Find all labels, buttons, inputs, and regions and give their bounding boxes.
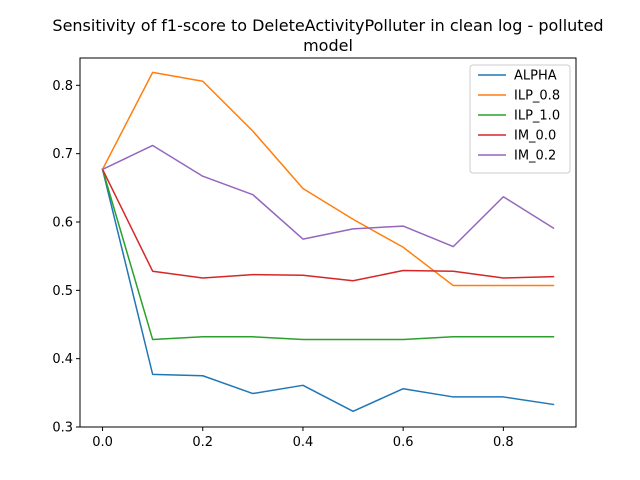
x-tick-label: 0.4	[293, 435, 314, 450]
x-tick-label: 0.2	[192, 435, 213, 450]
chart-title-line-2: model	[303, 36, 353, 55]
y-tick-label: 0.5	[52, 284, 73, 299]
y-axis: 0.3 0.4 0.5 0.6 0.7 0.8	[52, 79, 80, 436]
x-axis: 0.0 0.2 0.4 0.6 0.8	[92, 427, 514, 450]
y-tick-label: 0.8	[52, 79, 73, 94]
x-tick-label: 0.6	[393, 435, 414, 450]
legend-label: ILP_0.8	[514, 89, 560, 104]
x-tick-label: 0.0	[92, 435, 113, 450]
plot-area	[79, 57, 577, 428]
legend-label: ALPHA	[514, 69, 557, 84]
y-tick-label: 0.4	[52, 352, 73, 367]
series-line-im-0-2	[101, 144, 555, 248]
legend-label: IM_0.0	[514, 129, 556, 144]
legend-label: ILP_1.0	[514, 109, 560, 124]
legend-box	[469, 64, 571, 174]
series-layer	[101, 71, 555, 413]
series-line-im-0-0	[101, 168, 555, 282]
y-tick-label: 0.6	[52, 216, 73, 231]
y-tick-label: 0.3	[52, 421, 73, 436]
series-line-ilp-0-8	[101, 71, 555, 287]
chart-title-line-1: Sensitivity of f1-score to DeleteActivit…	[52, 16, 603, 35]
series-line-ilp-1-0	[101, 168, 555, 341]
legend: ALPHA ILP_0.8 ILP_1.0 IM_0.0 IM_0.2	[469, 64, 571, 174]
y-tick-label: 0.7	[52, 147, 73, 162]
x-tick-label: 0.8	[493, 435, 514, 450]
legend-label: IM_0.2	[514, 149, 556, 164]
series-line-alpha	[101, 168, 555, 413]
